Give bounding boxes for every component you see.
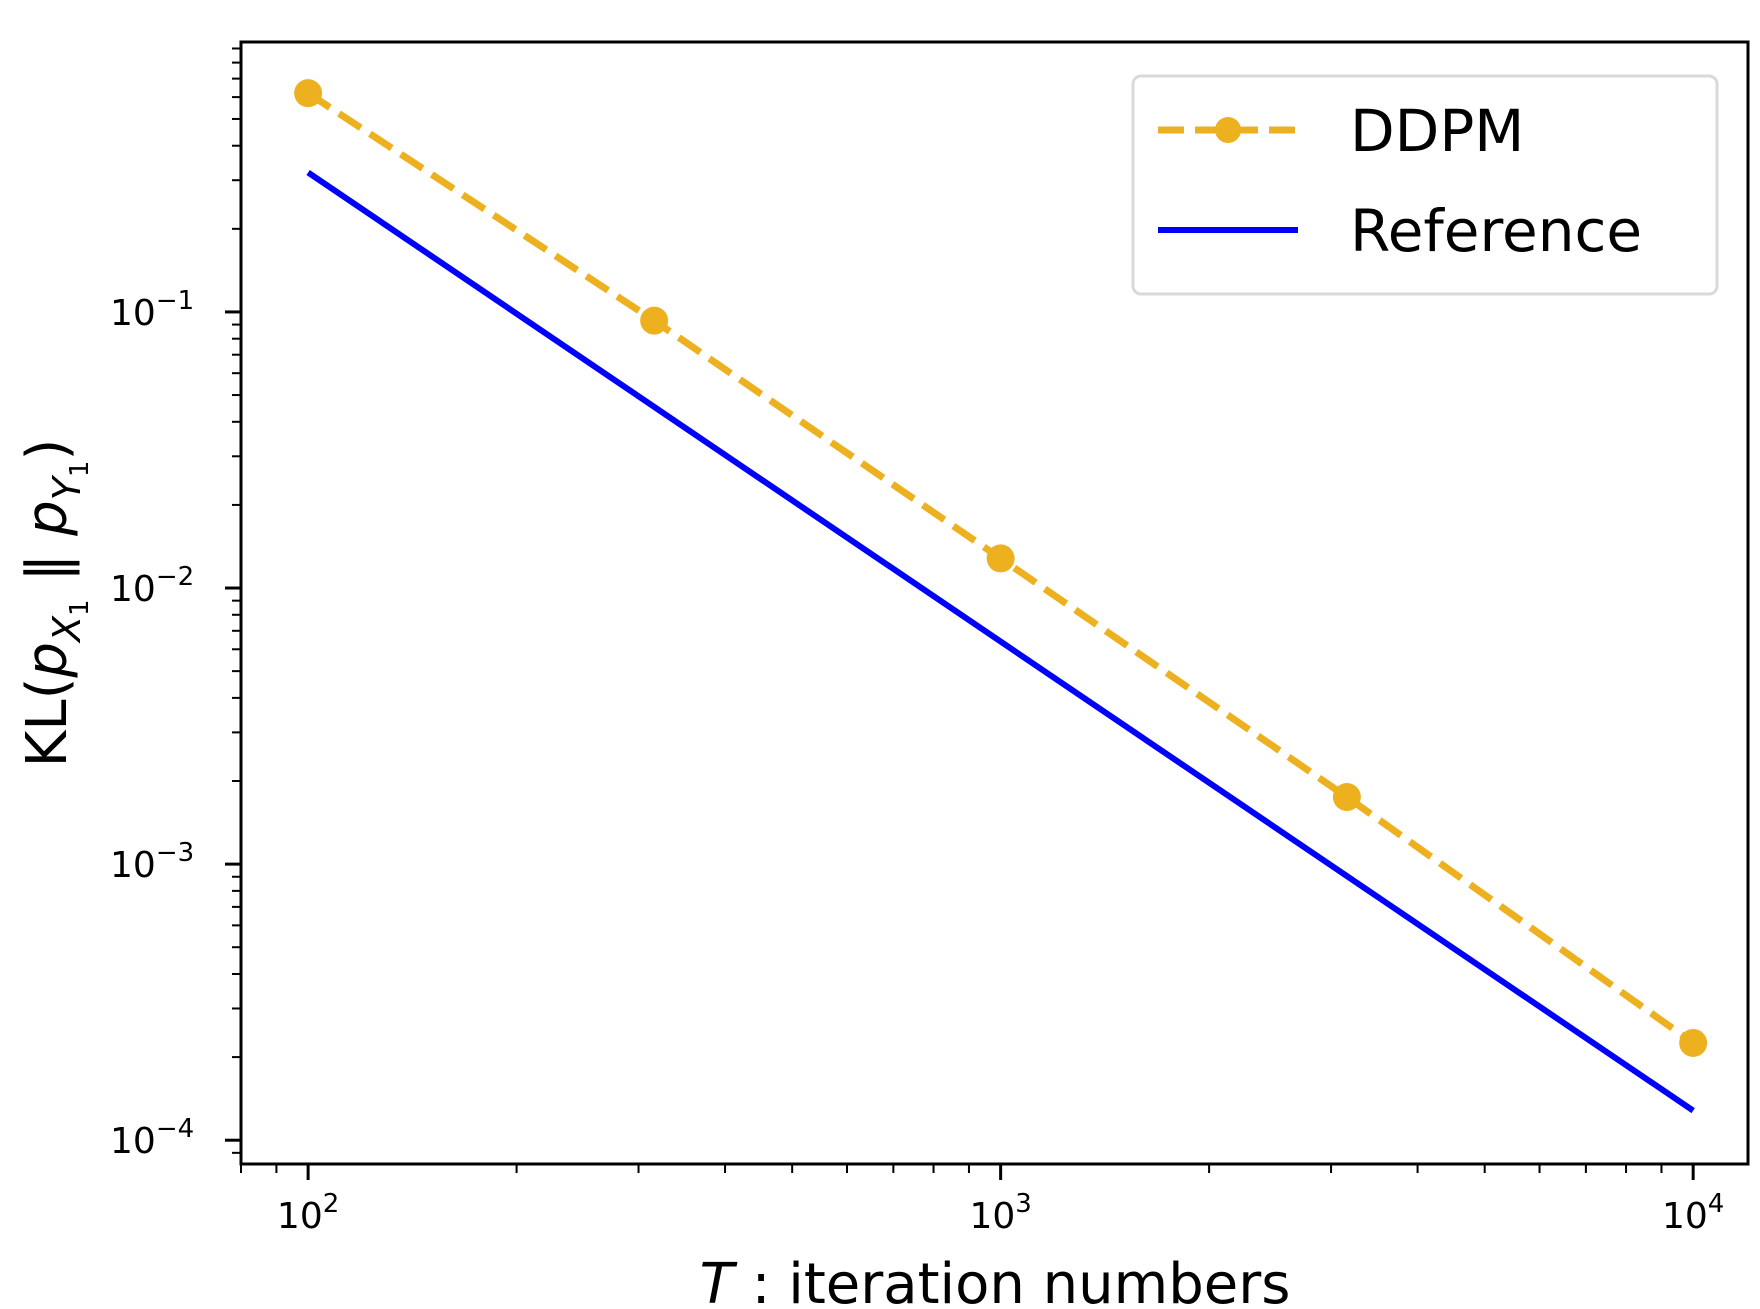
y-tick-label: 10−2 — [110, 562, 194, 610]
x-tick-labels: 102 103 104 — [277, 1189, 1724, 1237]
series-point-ddpm — [1332, 783, 1361, 812]
series-layer — [294, 79, 1708, 1114]
series-point-ddpm — [1679, 1028, 1708, 1057]
legend: DDPM Reference — [1131, 74, 1719, 296]
x-axis-title-italic: T — [700, 1252, 738, 1309]
x-axis-title-rest: : iteration numbers — [734, 1252, 1291, 1309]
x-tick-label: 104 — [1662, 1189, 1724, 1237]
y-tick-label: 10−3 — [110, 838, 194, 886]
x-axis-title: T : iteration numbers — [700, 1252, 1291, 1309]
series-point-ddpm — [986, 544, 1015, 573]
legend-ddpm-marker — [1215, 117, 1241, 143]
series-point-ddpm — [294, 79, 323, 108]
legend-reference-label: Reference — [1350, 197, 1642, 265]
y-axis-title: KL(pX1 ‖ pY1) — [15, 439, 95, 768]
legend-ddpm-label: DDPM — [1350, 97, 1524, 165]
plot-frame — [239, 40, 1750, 1166]
series-line-reference — [306, 169, 1695, 1114]
y-tick-label: 10−4 — [110, 1114, 194, 1162]
major-ticks — [225, 310, 1695, 1180]
y-tick-labels: 10−1 10−2 10−3 10−4 — [110, 286, 194, 1162]
x-tick-label: 102 — [277, 1189, 339, 1237]
y-tick-label: 10−1 — [110, 286, 194, 334]
series-point-ddpm — [640, 306, 669, 335]
x-tick-label: 103 — [969, 1189, 1031, 1237]
